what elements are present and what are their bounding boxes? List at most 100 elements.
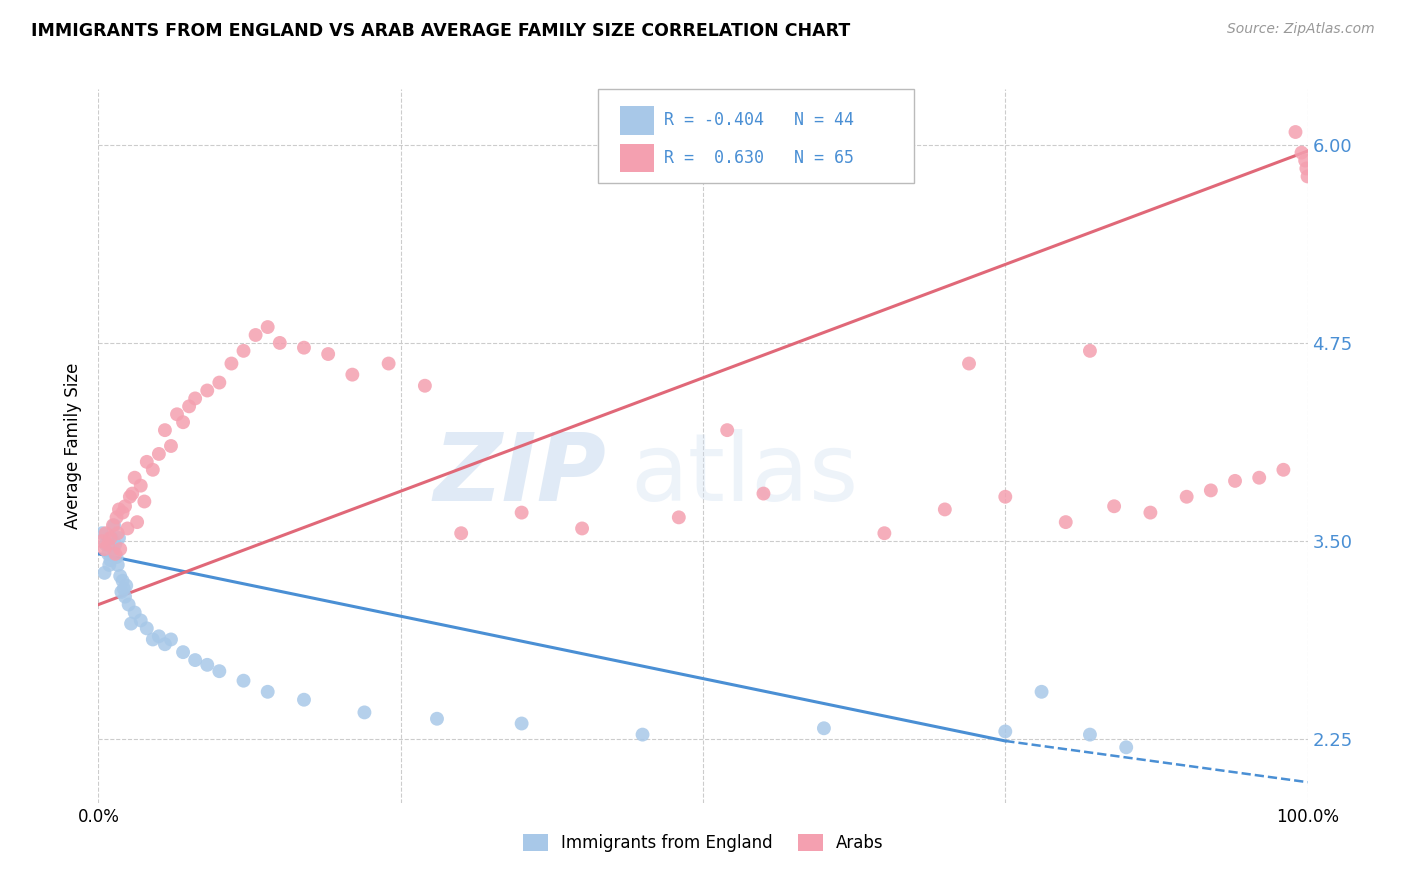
Point — [120, 616, 142, 631]
Point — [108, 569, 131, 583]
Point — [107, 526, 129, 541]
Point — [292, 341, 315, 355]
Text: IMMIGRANTS FROM ENGLAND VS ARAB AVERAGE FAMILY SIZE CORRELATION CHART: IMMIGRANTS FROM ENGLAND VS ARAB AVERAGE … — [31, 22, 851, 40]
Point — [668, 510, 690, 524]
Point — [813, 721, 835, 735]
Point — [111, 574, 134, 588]
Point — [232, 343, 254, 358]
Point — [135, 455, 157, 469]
Point — [98, 558, 121, 572]
Point — [245, 328, 267, 343]
Point — [124, 471, 146, 485]
Point — [1272, 463, 1295, 477]
Point — [127, 515, 149, 529]
Point — [184, 392, 207, 406]
Text: R = -0.404   N = 44: R = -0.404 N = 44 — [664, 112, 853, 129]
Point — [752, 486, 775, 500]
Point — [111, 506, 134, 520]
Point — [571, 521, 593, 535]
Point — [292, 692, 315, 706]
Point — [631, 728, 654, 742]
Point — [118, 598, 141, 612]
Point — [100, 553, 122, 567]
Point — [112, 582, 135, 596]
Point — [353, 706, 375, 720]
Point — [1102, 500, 1125, 514]
Point — [129, 478, 152, 492]
Point — [107, 558, 129, 572]
Point — [114, 590, 136, 604]
Point — [100, 531, 122, 545]
Point — [184, 653, 207, 667]
Point — [232, 673, 254, 688]
Point — [1284, 125, 1306, 139]
Point — [117, 521, 139, 535]
Point — [994, 490, 1017, 504]
Point — [1175, 490, 1198, 504]
Point — [934, 502, 956, 516]
Point — [97, 537, 120, 551]
Point — [179, 400, 201, 414]
Text: atlas: atlas — [630, 428, 859, 521]
Point — [172, 645, 194, 659]
Point — [1295, 161, 1317, 176]
Point — [101, 542, 124, 557]
Point — [1291, 145, 1313, 160]
Point — [104, 537, 127, 551]
Point — [166, 407, 188, 421]
Point — [208, 376, 231, 390]
Point — [104, 547, 127, 561]
Point — [450, 526, 472, 541]
Point — [957, 357, 980, 371]
Point — [91, 526, 114, 541]
Point — [1223, 474, 1246, 488]
Point — [148, 447, 170, 461]
Point — [1078, 728, 1101, 742]
Point — [221, 357, 243, 371]
Point — [142, 632, 165, 647]
Point — [118, 490, 141, 504]
Point — [93, 542, 115, 557]
Point — [1294, 153, 1316, 168]
Point — [110, 585, 132, 599]
Point — [994, 724, 1017, 739]
Point — [1078, 343, 1101, 358]
Point — [1199, 483, 1222, 498]
Point — [426, 712, 449, 726]
Point — [1115, 740, 1137, 755]
Point — [101, 518, 124, 533]
Text: R =  0.630   N = 65: R = 0.630 N = 65 — [664, 149, 853, 167]
Point — [97, 547, 120, 561]
Legend: Immigrants from England, Arabs: Immigrants from England, Arabs — [516, 827, 890, 859]
Point — [256, 320, 278, 334]
Point — [108, 531, 131, 545]
Point — [108, 542, 131, 557]
Point — [1139, 506, 1161, 520]
Point — [413, 378, 436, 392]
Point — [134, 494, 156, 508]
Point — [121, 486, 143, 500]
Point — [108, 502, 131, 516]
Point — [160, 439, 183, 453]
Point — [172, 415, 194, 429]
Point — [873, 526, 896, 541]
Point — [148, 629, 170, 643]
Point — [105, 549, 128, 564]
Point — [316, 347, 339, 361]
Point — [142, 463, 165, 477]
Point — [114, 500, 136, 514]
Point — [269, 335, 291, 350]
Point — [105, 510, 128, 524]
Point — [377, 357, 399, 371]
Y-axis label: Average Family Size: Average Family Size — [63, 363, 82, 529]
Point — [510, 716, 533, 731]
Point — [153, 423, 176, 437]
Point — [195, 384, 218, 398]
Point — [100, 531, 122, 545]
Point — [115, 578, 138, 592]
Point — [153, 637, 176, 651]
Point — [1054, 515, 1077, 529]
Point — [510, 506, 533, 520]
Point — [208, 664, 231, 678]
Point — [124, 606, 146, 620]
